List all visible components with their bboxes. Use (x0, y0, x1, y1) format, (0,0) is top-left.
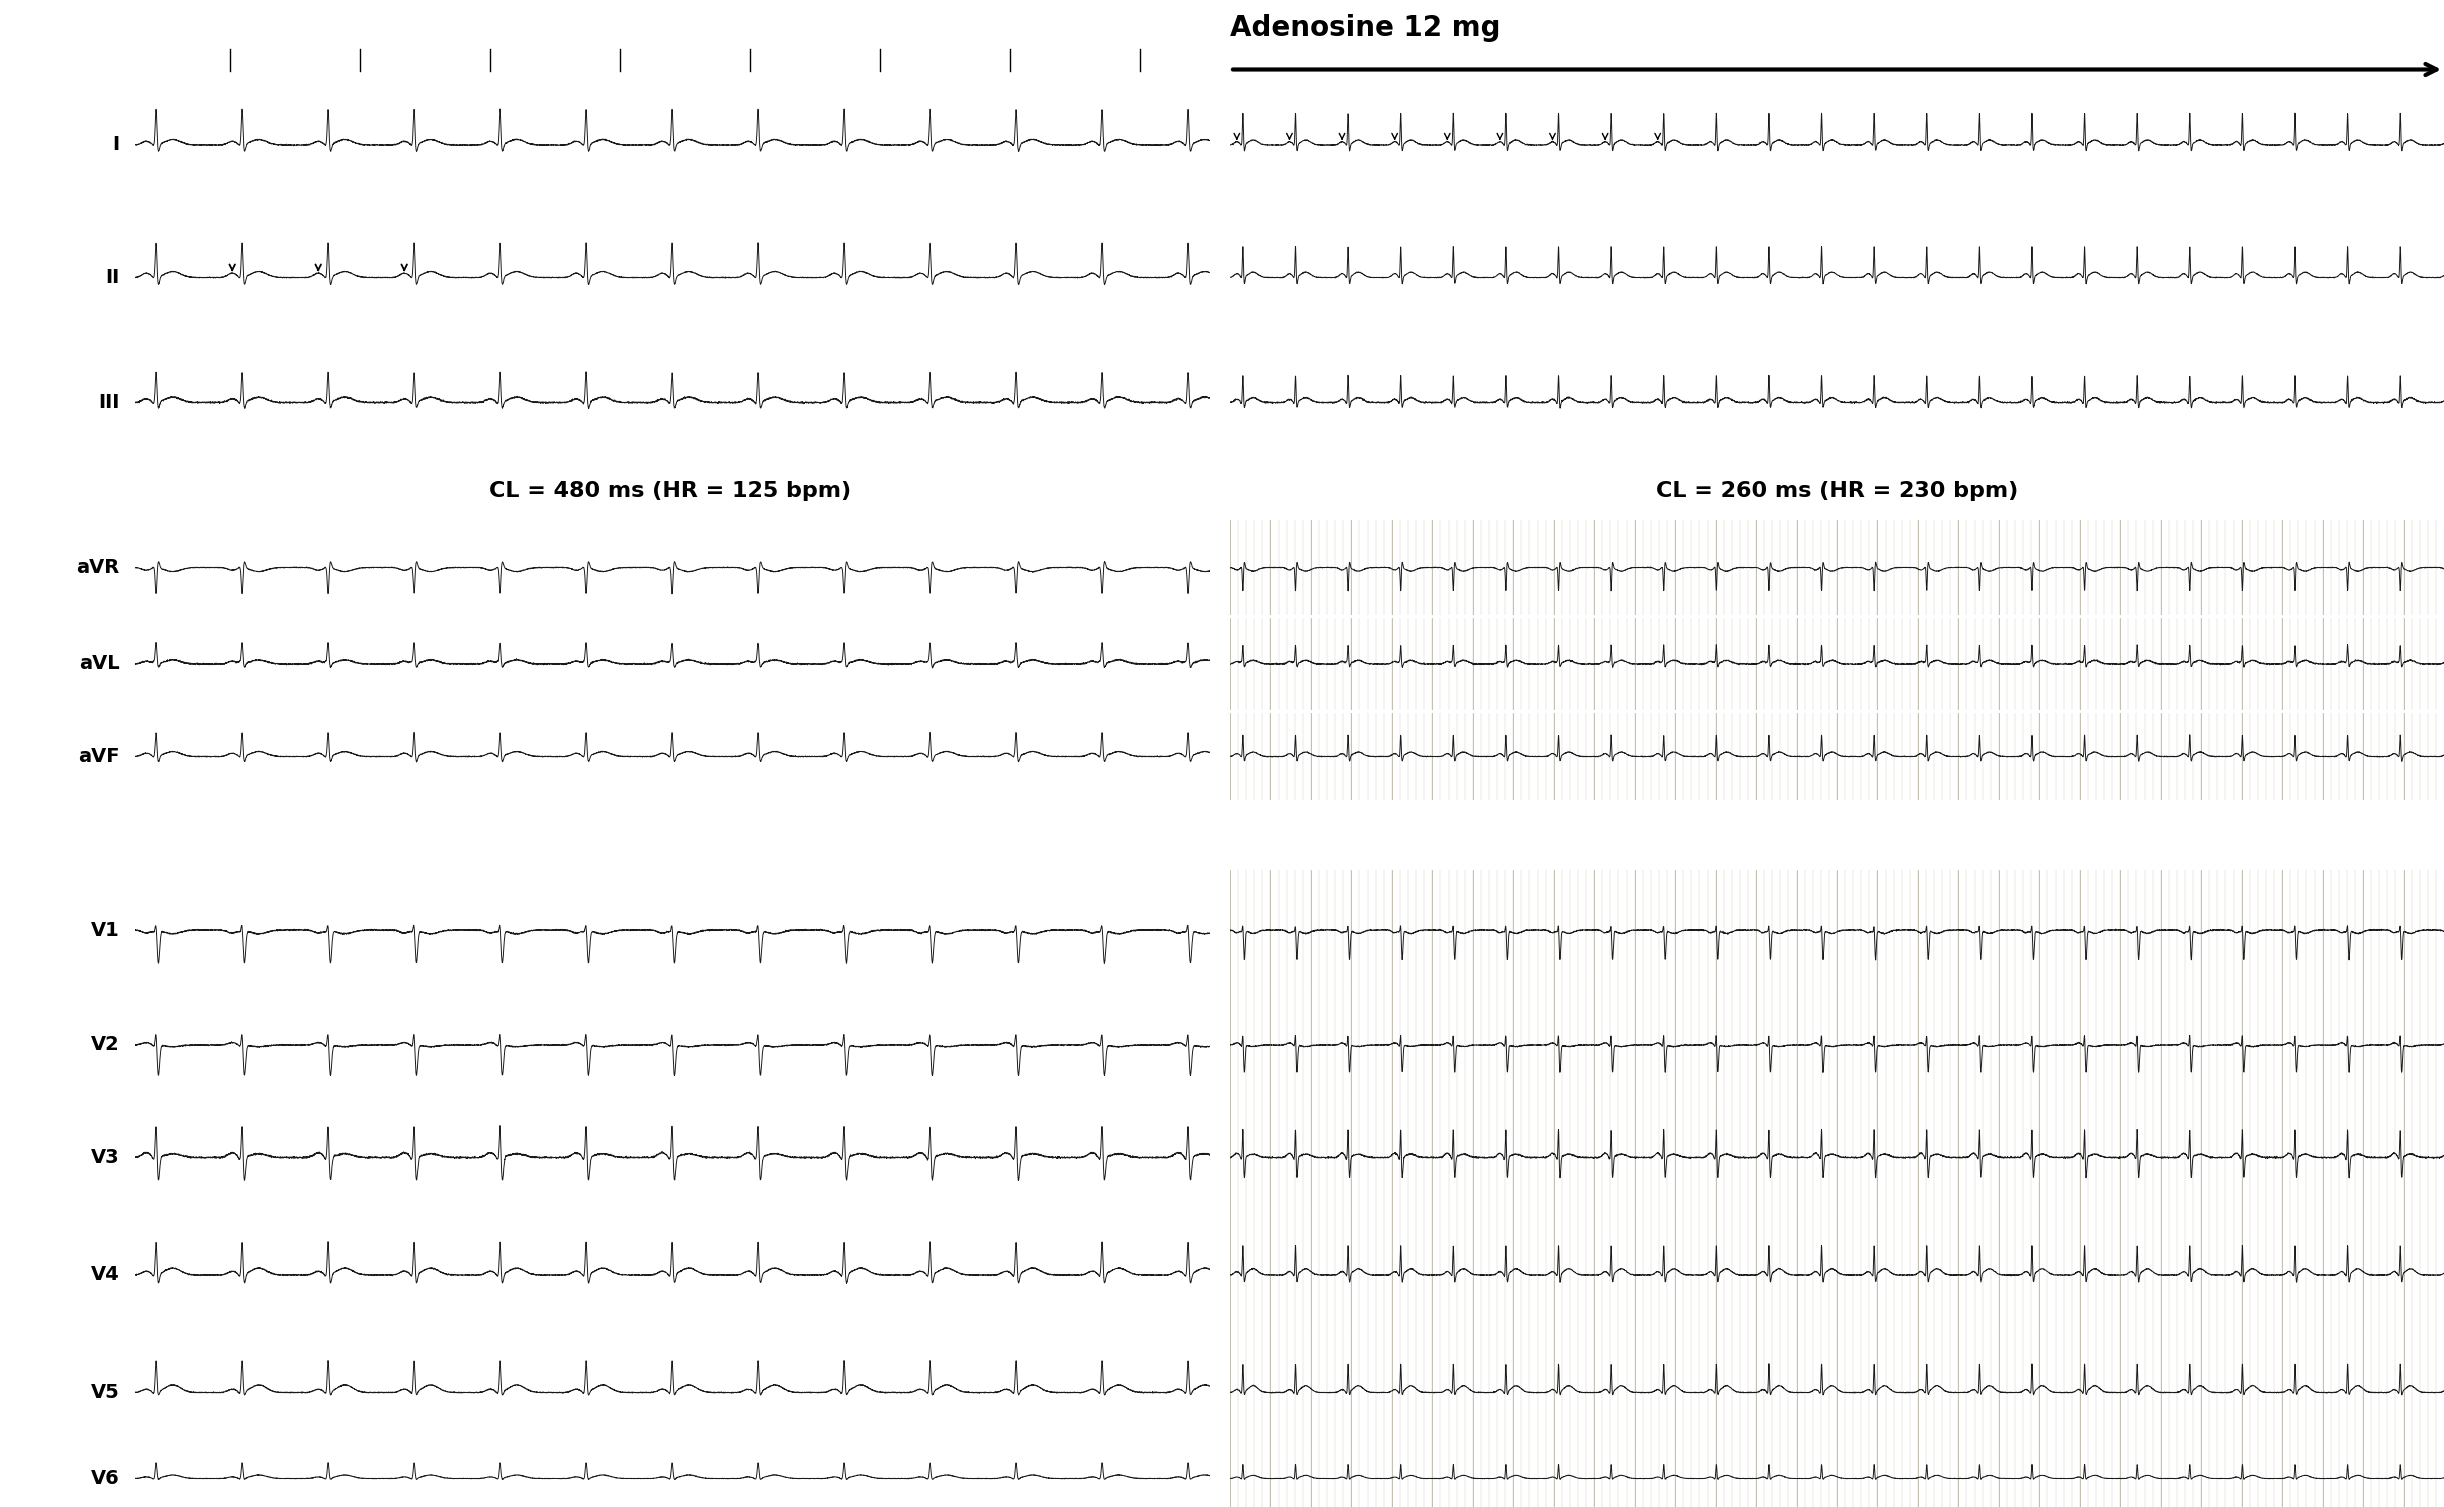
Text: Adenosine 12 mg: Adenosine 12 mg (1229, 14, 1501, 42)
Text: V3: V3 (90, 1148, 120, 1166)
Text: aVF: aVF (78, 747, 120, 766)
Text: CL = 480 ms (HR = 125 bpm): CL = 480 ms (HR = 125 bpm) (489, 481, 851, 500)
Text: CL = 260 ms (HR = 230 bpm): CL = 260 ms (HR = 230 bpm) (1657, 481, 2019, 500)
Text: aVR: aVR (76, 558, 120, 577)
Text: V1: V1 (90, 921, 120, 939)
Text: V6: V6 (90, 1469, 120, 1487)
Text: II: II (105, 268, 120, 286)
Text: I: I (112, 136, 120, 155)
Text: V4: V4 (90, 1266, 120, 1284)
Text: III: III (98, 393, 120, 411)
Text: V2: V2 (90, 1035, 120, 1055)
Text: V5: V5 (90, 1383, 120, 1402)
Text: aVL: aVL (78, 654, 120, 674)
